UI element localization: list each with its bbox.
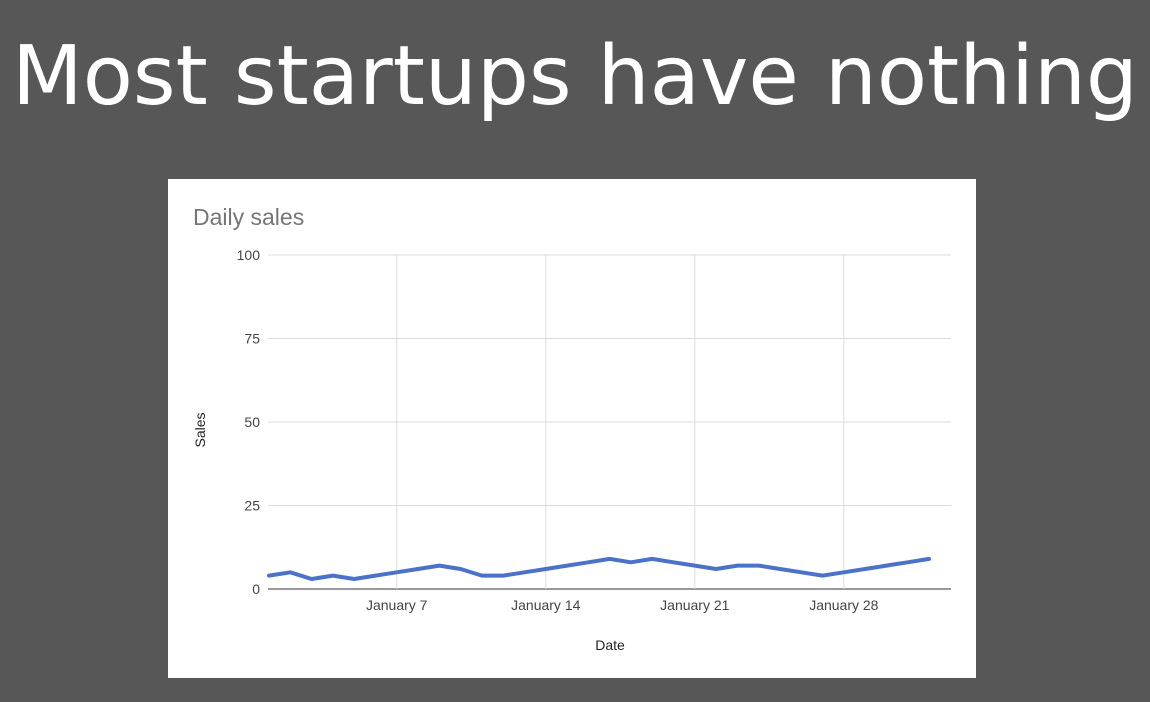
y-tick-label: 50 — [244, 414, 260, 430]
x-tick-label: January 7 — [366, 597, 428, 613]
chart-title: Daily sales — [193, 204, 304, 230]
x-tick-label: January 21 — [660, 597, 729, 613]
slide-title: Most startups have nothing — [12, 29, 1138, 124]
x-axis-title: Date — [595, 637, 625, 653]
y-axis-title: Sales — [192, 412, 208, 447]
y-tick-label: 0 — [252, 581, 260, 597]
y-axis-ticks: 0 25 50 75 100 — [237, 247, 261, 597]
x-axis-ticks: January 7 January 14 January 21 January 28 — [366, 597, 879, 613]
series-line — [267, 556, 931, 581]
x-tick-label: January 14 — [511, 597, 580, 613]
x-tick-label: January 28 — [809, 597, 878, 613]
grid — [268, 254, 951, 590]
y-tick-label: 75 — [244, 331, 260, 347]
chart-card: Daily sales 0 25 50 75 100 January 7 January … — [168, 179, 976, 678]
y-tick-label: 25 — [244, 498, 260, 514]
y-tick-label: 100 — [237, 247, 261, 263]
series-layer — [267, 556, 931, 581]
